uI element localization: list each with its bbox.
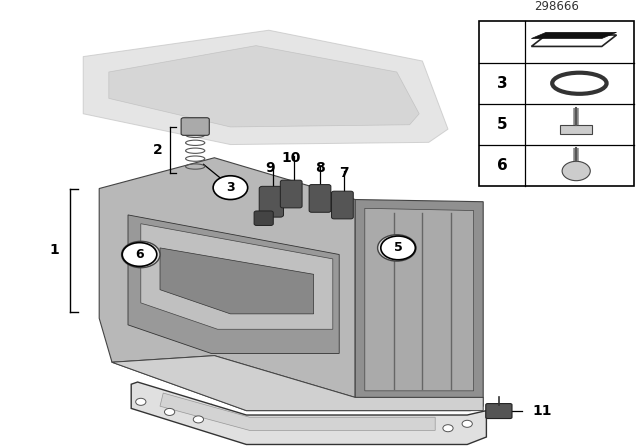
FancyBboxPatch shape [254,211,273,225]
Text: 10: 10 [282,151,301,165]
Text: 6: 6 [135,248,144,261]
Text: 298666: 298666 [534,0,579,13]
Text: 6: 6 [497,158,508,173]
Polygon shape [131,382,486,444]
FancyBboxPatch shape [259,186,284,217]
Text: 2: 2 [153,143,163,157]
Polygon shape [128,215,339,353]
Text: 9: 9 [265,161,275,175]
FancyBboxPatch shape [181,118,209,135]
Circle shape [131,248,150,261]
Circle shape [164,409,175,415]
Text: 11: 11 [532,405,552,418]
Polygon shape [531,35,616,47]
Text: 5: 5 [394,241,403,254]
Circle shape [122,243,157,267]
FancyBboxPatch shape [560,125,592,134]
Text: 8: 8 [315,161,325,175]
FancyBboxPatch shape [479,22,634,186]
Text: 1: 1 [49,243,60,257]
Polygon shape [99,158,355,397]
Polygon shape [109,46,419,127]
Circle shape [381,236,415,260]
FancyBboxPatch shape [280,180,302,208]
Polygon shape [160,248,314,314]
Polygon shape [141,224,333,329]
Polygon shape [531,32,616,39]
Circle shape [122,241,160,268]
Text: 3: 3 [226,181,235,194]
Text: 3: 3 [497,76,508,91]
Polygon shape [160,393,435,431]
Text: 4: 4 [206,410,216,424]
Circle shape [562,161,590,181]
Polygon shape [365,208,474,391]
Circle shape [443,425,453,432]
FancyBboxPatch shape [486,404,512,418]
Polygon shape [355,199,483,397]
FancyBboxPatch shape [332,191,353,219]
Circle shape [462,420,472,427]
Polygon shape [83,30,448,145]
Circle shape [213,176,248,199]
FancyBboxPatch shape [309,185,331,212]
Circle shape [378,235,416,261]
Circle shape [193,416,204,423]
Circle shape [387,241,406,254]
Text: 5: 5 [497,117,508,132]
Polygon shape [112,318,483,411]
Text: 7: 7 [339,166,349,180]
Polygon shape [112,356,483,411]
Circle shape [136,398,146,405]
